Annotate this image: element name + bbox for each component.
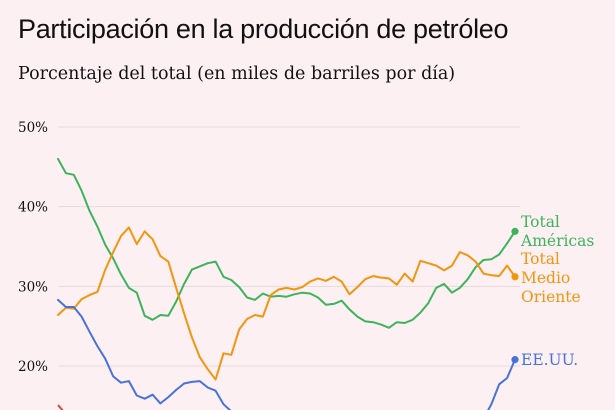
series-label: Medio <box>521 269 570 287</box>
series-line <box>57 298 516 410</box>
series-label: Oriente <box>521 288 581 306</box>
y-tick-label: 20% <box>18 359 48 375</box>
series-label: Total <box>521 213 560 231</box>
series-endpoint <box>511 356 519 364</box>
series-endpoint <box>511 273 519 281</box>
y-tick-label: 30% <box>18 279 48 295</box>
y-axis: 50% 40% 30% 20% <box>18 120 48 375</box>
grid-layer <box>58 126 520 367</box>
y-tick-label: 50% <box>18 120 48 136</box>
series-layer <box>57 157 519 410</box>
series-label: Total <box>521 250 560 268</box>
series-line <box>57 226 516 381</box>
series-line <box>57 157 516 329</box>
series-label: Américas <box>520 232 594 250</box>
series-label: EE.UU. <box>521 351 578 369</box>
series-line-fragment <box>57 404 64 410</box>
chart-title: Participación en la producción de petról… <box>18 14 509 44</box>
y-tick-label: 40% <box>18 200 48 216</box>
chart-subtitle: Porcentaje del total (en miles de barril… <box>18 64 456 84</box>
series-endpoint <box>511 227 519 235</box>
